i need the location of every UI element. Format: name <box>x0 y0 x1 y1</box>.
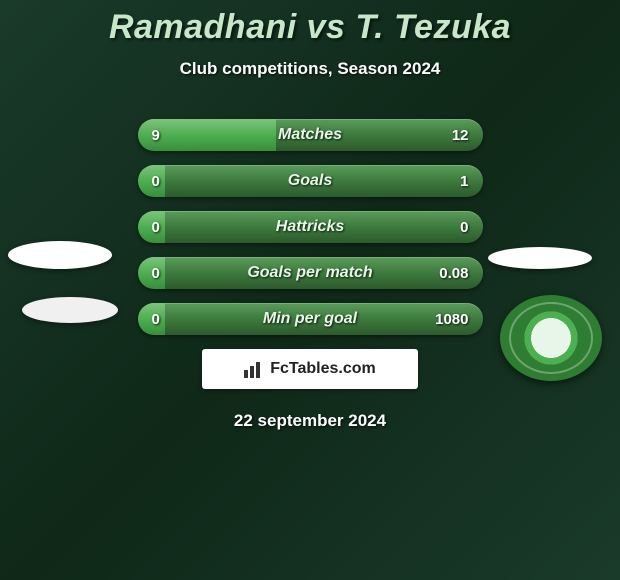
page-title: Ramadhani vs T. Tezuka <box>0 8 620 47</box>
date-text: 22 september 2024 <box>0 411 620 431</box>
stat-row: 9 Matches 12 <box>138 119 483 151</box>
stat-right-value: 12 <box>452 127 469 144</box>
chart-icon <box>244 360 266 378</box>
player-right-placeholder <box>488 247 592 269</box>
club-left-placeholder <box>22 297 118 323</box>
stat-left-value: 0 <box>152 265 160 282</box>
stats-area: 9 Matches 12 0 Goals 1 0 Hattricks 0 0 Goals per m… <box>0 119 620 431</box>
stat-left-value: 0 <box>152 173 160 190</box>
stat-left-value: 9 <box>152 127 160 144</box>
page-subtitle: Club competitions, Season 2024 <box>0 59 620 79</box>
watermark-text: FcTables.com <box>270 360 376 378</box>
stat-label: Goals <box>288 172 332 190</box>
watermark[interactable]: FcTables.com <box>202 349 418 389</box>
stat-label: Hattricks <box>276 218 344 236</box>
stat-row: 0 Goals per match 0.08 <box>138 257 483 289</box>
stat-right-value: 0.08 <box>439 265 468 282</box>
stat-label: Matches <box>278 126 342 144</box>
stat-label: Goals per match <box>247 264 372 282</box>
comparison-container: Ramadhani vs T. Tezuka Club competitions… <box>0 0 620 431</box>
stat-right-value: 1 <box>460 173 468 190</box>
stat-row: 0 Min per goal 1080 <box>138 303 483 335</box>
stat-left-value: 0 <box>152 219 160 236</box>
player-left-placeholder <box>8 241 112 269</box>
stat-row: 0 Hattricks 0 <box>138 211 483 243</box>
stat-left-value: 0 <box>152 311 160 328</box>
stat-right-value: 1080 <box>435 311 468 328</box>
stat-label: Min per goal <box>263 310 357 328</box>
club-right-badge <box>500 295 602 381</box>
stat-row: 0 Goals 1 <box>138 165 483 197</box>
stat-right-value: 0 <box>460 219 468 236</box>
